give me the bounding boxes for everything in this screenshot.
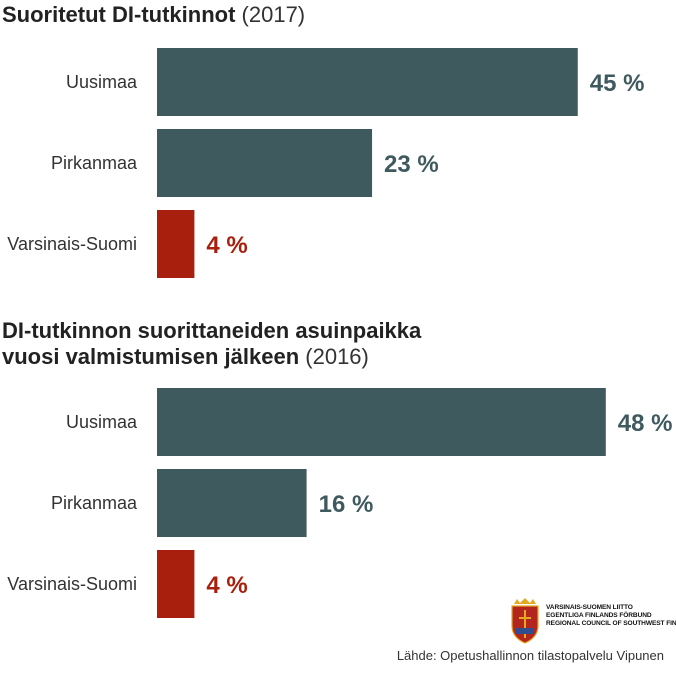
chart1-title-year: (2017) xyxy=(241,2,306,27)
chart1-category-label-1: Uusimaa xyxy=(66,72,138,92)
coat-of-arms-icon xyxy=(511,598,539,644)
chart2-title-line2: vuosi valmistumisen jälkeen xyxy=(2,344,300,369)
chart2-title: DI-tutkinnon suorittaneiden asuinpaikka … xyxy=(2,318,421,370)
logo-text-line2: EGENTLIGA FINLANDS FÖRBUND xyxy=(546,612,652,619)
logo-text-line1: VARSINAIS-SUOMEN LIITTO xyxy=(546,604,633,611)
chart2-title-year: (2016) xyxy=(305,344,369,369)
organization-logo: VARSINAIS-SUOMEN LIITTO EGENTLIGA FINLAN… xyxy=(510,598,676,644)
chart2-value-label-1: 48 % xyxy=(618,410,673,437)
chart1-title: Suoritetut DI-tutkinnot (2017) xyxy=(2,2,305,28)
chart2-title-line1: DI-tutkinnon suorittaneiden asuinpaikka xyxy=(2,318,422,343)
logo-text-line3: REGIONAL COUNCIL OF SOUTHWEST FINLAND xyxy=(546,620,676,627)
chart2-category-label-3: Varsinais-Suomi xyxy=(7,574,137,594)
chart1-value-label-2: 23 % xyxy=(384,151,439,178)
chart2-bar-3 xyxy=(157,550,195,618)
chart2-category-label-2: Pirkanmaa xyxy=(51,493,138,513)
chart1-category-label-2: Pirkanmaa xyxy=(51,153,138,173)
chart1-plot: Uusimaa 45 % Pirkanmaa 23 % Varsinais-Suomi 4… xyxy=(7,48,645,278)
chart1-value-label-1: 45 % xyxy=(590,70,645,97)
chart1-bar-2 xyxy=(157,129,373,197)
chart2-category-label-1: Uusimaa xyxy=(66,412,138,432)
chart2-value-label-3: 4 % xyxy=(206,572,247,599)
chart2-bar-2 xyxy=(157,469,307,537)
chart2-bar-1 xyxy=(157,388,606,456)
chart1-bar-1 xyxy=(157,48,578,116)
chart1-category-label-3: Varsinais-Suomi xyxy=(7,234,137,254)
chart2-value-label-2: 16 % xyxy=(319,491,374,518)
chart1-value-label-3: 4 % xyxy=(206,232,247,259)
chart1-title-text: Suoritetut DI-tutkinnot xyxy=(2,2,236,27)
chart1-bar-3 xyxy=(157,210,195,278)
chart2-plot: Uusimaa 48 % Pirkanmaa 16 % Varsinais-Suomi 4… xyxy=(7,388,673,618)
source-note: Lähde: Opetushallinnon tilastopalvelu Vi… xyxy=(396,648,664,663)
chart2-title-line2-wrap: vuosi valmistumisen jälkeen (2016) xyxy=(2,344,421,370)
